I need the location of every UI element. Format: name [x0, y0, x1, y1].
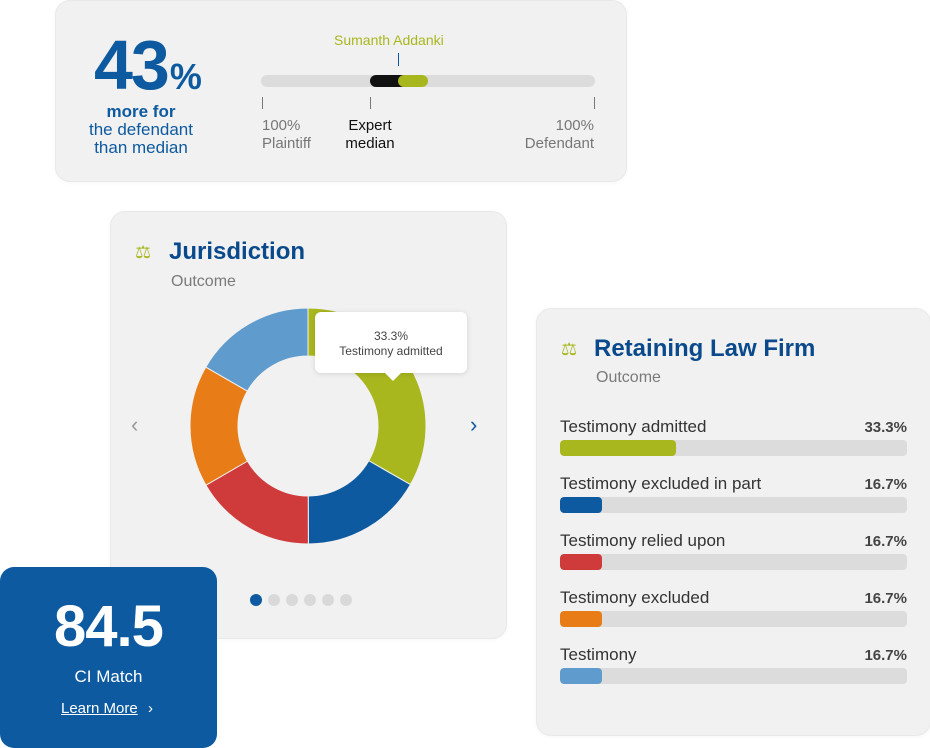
median-line-1: Expert [348, 117, 392, 134]
defendant-label: 100% Defendant [496, 117, 594, 153]
outcome-row-label: Testimony [560, 645, 637, 664]
pagination-dot-6[interactable] [340, 594, 352, 606]
outcome-row-label: Testimony relied upon [560, 531, 726, 550]
ci-label: CI Match [74, 667, 143, 686]
expert-median-label: Expert median [338, 117, 402, 153]
firm-title: Retaining Law Firm [594, 335, 816, 362]
outcome-row-fill [560, 440, 676, 456]
scales-icon: ⚖ [561, 339, 578, 359]
percent-value: 43 [94, 26, 170, 104]
defendant-text: Defendant [524, 135, 594, 152]
median-tick [370, 97, 371, 109]
percent-symbol: % [169, 56, 202, 97]
scales-icon: ⚖ [135, 242, 152, 262]
outcome-row-track [560, 497, 907, 513]
outcome-row: Testimony relied upon 16.7% [560, 531, 907, 575]
outcome-row-fill [560, 497, 602, 513]
caption-line-1: more for [106, 102, 176, 121]
jurisdiction-subtitle: Outcome [171, 273, 236, 290]
plaintiff-percent: 100% [262, 117, 301, 134]
pagination-dot-5[interactable] [322, 594, 334, 606]
tooltip-label: Testimony admitted [339, 344, 443, 358]
tooltip-value: 33.3% [373, 329, 409, 343]
chevron-right-icon[interactable]: › [148, 700, 153, 717]
outcome-row-value: 16.7% [864, 476, 907, 493]
slice-tooltip: 33.3% Testimony admitted [315, 312, 467, 381]
outcome-row-label: Testimony excluded [560, 588, 710, 607]
expert-name: Sumanth Addanki [334, 32, 444, 48]
outcome-row-label: Testimony admitted [560, 417, 707, 436]
outcome-row-fill [560, 554, 602, 570]
outcome-row-value: 16.7% [864, 647, 907, 664]
outcome-row-track [560, 440, 907, 456]
pagination-dot-1[interactable] [250, 594, 262, 606]
ci-match-card: 84.5 CI Match Learn More › [0, 567, 217, 748]
outcome-row-track [560, 554, 907, 570]
percent-caption: more for the defendant than median [56, 103, 226, 157]
outcome-row: Testimony admitted 33.3% [560, 417, 907, 461]
outcome-row-track [560, 611, 907, 627]
chevron-left-icon[interactable]: ‹ [131, 412, 139, 437]
outcome-row-fill [560, 611, 602, 627]
outcome-row-value: 16.7% [864, 533, 907, 550]
plaintiff-label: 100% Plaintiff [262, 117, 311, 153]
expert-marker-tick [398, 53, 399, 66]
median-comparison-card: 43% more for the defendant than median S… [56, 1, 626, 181]
caption-line-3: than median [94, 138, 188, 157]
percent-difference: 43% [94, 25, 202, 105]
chevron-right-icon[interactable]: › [470, 412, 478, 437]
outcome-row-value: 16.7% [864, 590, 907, 607]
plaintiff-text: Plaintiff [262, 135, 311, 152]
outcome-row: Testimony 16.7% [560, 645, 907, 689]
outcome-row: Testimony excluded 16.7% [560, 588, 907, 632]
donut-slice-testimony[interactable] [205, 307, 309, 392]
outcome-row-track [560, 668, 907, 684]
pagination-dot-4[interactable] [304, 594, 316, 606]
learn-more-link[interactable]: Learn More [61, 700, 138, 717]
firm-subtitle: Outcome [596, 369, 661, 386]
caption-line-2: the defendant [89, 120, 193, 139]
outcome-row-fill [560, 668, 602, 684]
pagination-dot-3[interactable] [286, 594, 298, 606]
ci-score: 84.5 [54, 594, 164, 659]
jurisdiction-title: Jurisdiction [169, 238, 306, 265]
retaining-law-firm-card: ⚖ Retaining Law Firm Outcome Testimony a… [537, 309, 930, 735]
pagination-dots [250, 594, 352, 606]
defendant-percent: 100% [555, 117, 594, 134]
outcome-row-value: 33.3% [864, 419, 907, 436]
expert-segment [398, 75, 428, 87]
plaintiff-tick [262, 97, 263, 109]
outcome-row: Testimony excluded in part 16.7% [560, 474, 907, 518]
median-line-2: median [345, 135, 395, 152]
pagination-dot-2[interactable] [268, 594, 280, 606]
outcome-row-label: Testimony excluded in part [560, 474, 762, 493]
position-track [261, 75, 595, 87]
defendant-tick [594, 97, 595, 109]
